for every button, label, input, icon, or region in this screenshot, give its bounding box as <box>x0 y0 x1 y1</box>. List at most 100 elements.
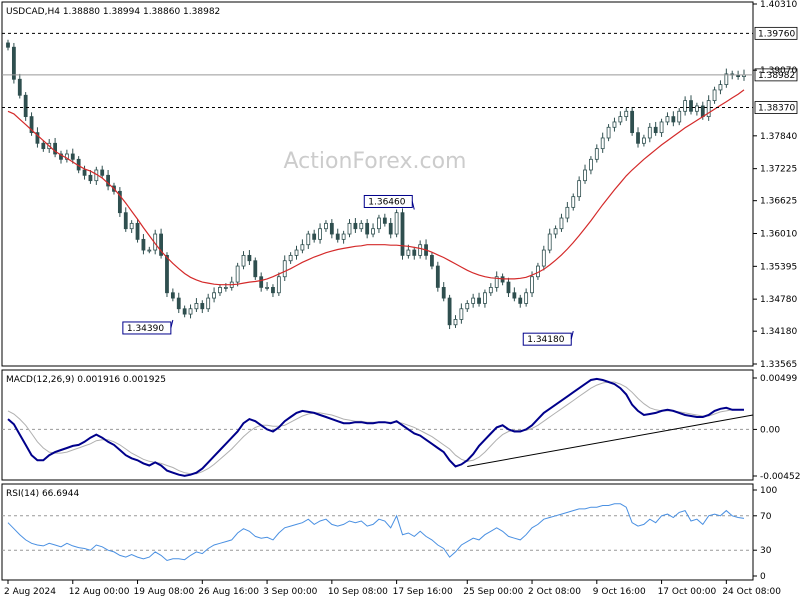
candle-body <box>441 287 446 299</box>
price-annotation-label: 1.34390 <box>127 324 164 334</box>
candle-body <box>453 319 458 326</box>
candle-body <box>188 308 193 315</box>
time-tick-label: 17 Sep 16:00 <box>393 587 453 597</box>
candle-body <box>64 153 69 160</box>
candle-body <box>253 260 258 278</box>
candle-body <box>412 249 417 256</box>
price-level-tag <box>754 68 798 82</box>
price-tick-label: 1.37225 <box>760 165 797 175</box>
candle-body <box>365 222 370 235</box>
macd-tick-label: 0.00 <box>760 425 780 435</box>
candle-body <box>718 84 723 91</box>
time-tick-label: 26 Aug 16:00 <box>198 587 259 597</box>
candle-body <box>23 94 28 118</box>
candle-body <box>106 174 110 187</box>
macd-tick-label: -0.004522 <box>760 472 800 482</box>
macd-layer <box>2 377 754 477</box>
macd-signal-line <box>7 381 744 475</box>
candle-body <box>235 265 240 283</box>
time-tick-label: 17 Oct 00:00 <box>658 587 717 597</box>
candle-body <box>329 222 334 235</box>
candle-body <box>471 297 476 304</box>
candle-body <box>653 126 658 134</box>
price-level-tag-label: 1.39760 <box>758 29 795 39</box>
time-tick-label: 3 Sep 00:00 <box>263 587 318 597</box>
price-level-tag-label: 1.38370 <box>758 104 795 114</box>
candle-body <box>583 169 587 182</box>
candle-body <box>117 190 122 214</box>
price-level-tag <box>754 26 798 40</box>
candle-body <box>418 244 423 256</box>
price-annotation-leader <box>411 201 415 210</box>
macd-label: MACD(12,26,9) 0.001916 0.001925 <box>6 375 166 385</box>
candle-body <box>312 233 317 240</box>
candle-body <box>530 276 534 294</box>
candle-body <box>712 89 717 102</box>
candle-body <box>600 137 605 150</box>
candle-body <box>506 281 511 294</box>
price-tick-label: 1.36010 <box>760 230 797 240</box>
candle-body <box>547 233 552 251</box>
candle-body <box>53 142 58 155</box>
candle-body <box>176 297 181 310</box>
rsi-panel-frame <box>1 483 754 581</box>
time-tick-label: 2 Aug 2024 <box>4 587 56 597</box>
candle-body <box>70 153 75 160</box>
candle-body <box>347 222 352 235</box>
candle-body <box>200 303 205 310</box>
candle-body <box>165 254 169 294</box>
candle-body <box>483 292 487 304</box>
candle-body <box>382 217 387 224</box>
candle-body <box>518 297 523 304</box>
price-tick-label: 1.40310 <box>760 0 797 10</box>
price-annotation-leader <box>570 331 574 340</box>
price-annotation-label: 1.36460 <box>368 197 405 207</box>
candle-body <box>388 222 393 235</box>
candle-body <box>82 169 87 176</box>
symbol-header: USDCAD,H4 1.38880 1.38994 1.38860 1.3898… <box>6 7 220 17</box>
candle-body <box>17 78 22 96</box>
candle-body <box>465 303 470 310</box>
candle-body <box>141 238 146 251</box>
moving-average-line <box>7 89 745 286</box>
candle-body <box>606 126 611 139</box>
candle-body <box>59 153 63 160</box>
price-moving-average <box>7 89 745 286</box>
candle-body <box>488 287 493 294</box>
candle-body <box>671 116 676 123</box>
candle-body <box>123 212 128 230</box>
rsi-label: RSI(14) 66.6944 <box>6 489 79 499</box>
price-annotation-leader <box>170 319 174 329</box>
candle-body <box>524 292 529 304</box>
price-tick-label: 1.39070 <box>760 66 797 76</box>
candle-body <box>677 110 682 123</box>
candle-body <box>541 249 546 267</box>
price-tick-label: 1.34180 <box>760 327 797 337</box>
rsi-tick-label: 0 <box>760 572 766 582</box>
time-axis: 2 Aug 2024 12 Aug 00:00 19 Aug 08:00 26 Aug… <box>4 580 781 597</box>
candle-body <box>665 116 670 123</box>
candle-body <box>341 233 346 240</box>
candle-body <box>11 46 16 80</box>
rsi-tick-label: 30 <box>760 546 772 556</box>
time-tick-label: 9 Oct 16:00 <box>593 587 646 597</box>
candle-body <box>642 137 646 144</box>
candle-body <box>294 249 299 256</box>
candle-body <box>276 276 281 294</box>
candle-body <box>512 292 517 299</box>
candle-body <box>170 292 175 299</box>
candle-body <box>259 276 264 288</box>
candle-body <box>447 297 452 326</box>
candle-body <box>135 222 140 240</box>
candle-body <box>394 212 399 235</box>
candle-body <box>477 297 481 304</box>
price-tick-label: 1.34780 <box>760 295 797 305</box>
candle-body <box>288 254 293 262</box>
candle-body <box>689 100 693 112</box>
candle-body <box>659 121 664 134</box>
candle-body <box>612 121 617 128</box>
time-tick-label: 19 Aug 08:00 <box>134 587 195 597</box>
candle-body <box>494 276 499 288</box>
candle-body <box>247 254 252 262</box>
